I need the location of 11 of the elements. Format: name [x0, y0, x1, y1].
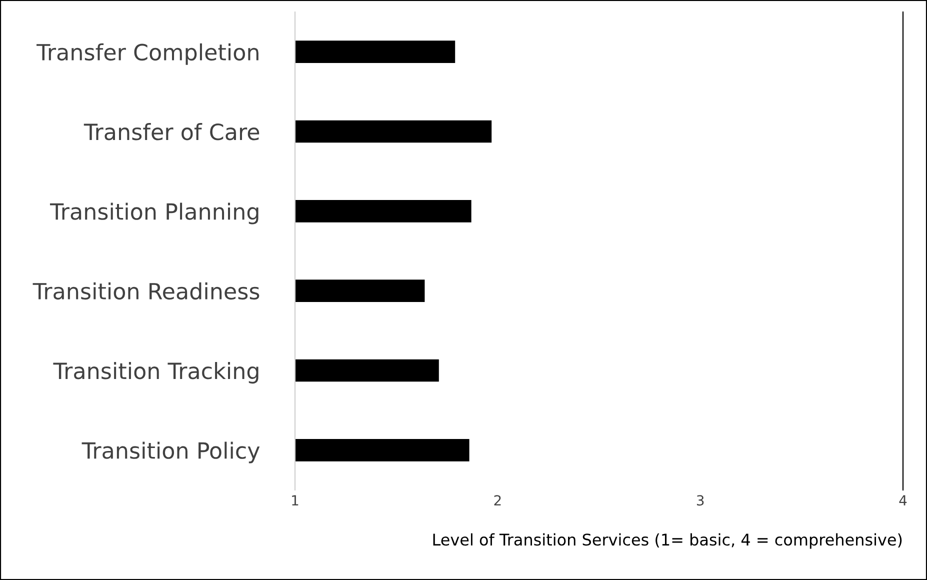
x-tick-label: 3 — [696, 495, 704, 506]
y-tick-label: Transfer Completion — [36, 43, 258, 65]
y-tick-label: Transition Policy — [82, 442, 260, 464]
x-tick-label: 1 — [292, 495, 298, 506]
x-axis-title: Level of Transition Services (1= basic, 4 = comprehensive) — [433, 533, 902, 549]
y-tick-label: Transition Readiness — [32, 282, 260, 300]
x-tick-label: 2 — [494, 495, 501, 506]
x-tick-label: 4 — [899, 495, 907, 506]
y-tick-label: Transition Planning — [50, 202, 258, 224]
y-tick-label: Transfer of Care — [84, 123, 260, 140]
y-tick-label: Transition Tracking — [53, 362, 258, 384]
